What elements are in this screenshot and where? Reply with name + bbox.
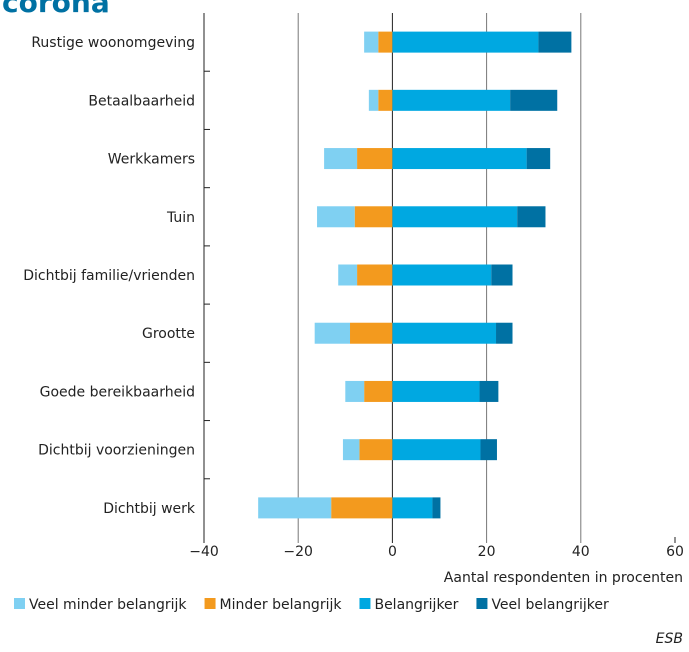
bar-segment xyxy=(317,206,355,228)
bar-segment xyxy=(378,31,393,53)
bar-segment xyxy=(354,206,393,228)
legend-label: Veel minder belangrijk xyxy=(29,597,187,613)
bar-segment xyxy=(392,439,481,461)
bar-segment xyxy=(368,89,379,111)
x-tick-label: −40 xyxy=(189,544,219,560)
bar-segment xyxy=(338,264,358,286)
y-tick-label: Dichtbij voorzieningen xyxy=(38,443,195,459)
legend-swatch xyxy=(476,598,488,609)
bar-segment xyxy=(491,264,513,286)
y-tick-label: Betaalbaarheid xyxy=(88,93,195,109)
x-tick-label: 40 xyxy=(572,544,590,560)
bar-segment xyxy=(480,439,497,461)
bar-segment xyxy=(526,148,551,170)
bar-segment xyxy=(510,89,558,111)
bar-segment xyxy=(392,31,539,53)
bar-segment xyxy=(392,380,480,402)
legend-swatch xyxy=(204,598,216,609)
bar-segment xyxy=(331,497,393,519)
bar-segment xyxy=(496,322,513,344)
legend-label: Veel belangrijker xyxy=(491,597,609,613)
legend-swatch xyxy=(359,598,371,609)
legend-label: Belangrijker xyxy=(374,597,458,613)
bar-segment xyxy=(364,380,393,402)
bar-segment xyxy=(359,439,393,461)
bar-segment xyxy=(324,148,358,170)
bar-segment xyxy=(345,380,365,402)
bar-segment xyxy=(378,89,393,111)
x-tick-label: 0 xyxy=(388,544,397,560)
bar-segment xyxy=(392,89,511,111)
x-axis-label: Aantal respondenten in procenten xyxy=(444,570,683,586)
y-tick-label: Grootte xyxy=(142,326,195,342)
legend-swatch xyxy=(14,598,25,609)
bar-segment xyxy=(538,31,572,53)
bar-segment xyxy=(392,206,518,228)
bar-segment xyxy=(392,264,492,286)
legend-label: Minder belangrijk xyxy=(220,597,343,613)
bar-segment xyxy=(432,497,441,519)
bar-segment xyxy=(314,322,351,344)
bar-segment xyxy=(392,322,497,344)
bar-segment xyxy=(342,439,360,461)
bar-segment xyxy=(258,497,332,519)
bar-segment xyxy=(357,148,393,170)
y-tick-label: Dichtbij werk xyxy=(103,501,196,517)
y-tick-label: Werkkamers xyxy=(108,152,195,168)
bar-segment xyxy=(392,497,433,519)
bar-segment xyxy=(517,206,546,228)
chart-title: corona xyxy=(2,0,110,19)
y-tick-label: Goede bereikbaarheid xyxy=(40,384,195,400)
source: ESB xyxy=(656,631,683,647)
bar-segment xyxy=(479,380,499,402)
bar-segment xyxy=(357,264,393,286)
x-tick-label: −20 xyxy=(283,544,313,560)
bar-segment xyxy=(392,148,527,170)
y-tick-label: Rustige woonomgeving xyxy=(31,35,195,51)
y-tick-label: Dichtbij familie/vrienden xyxy=(23,268,195,284)
x-tick-label: 20 xyxy=(478,544,496,560)
bar-segment xyxy=(364,31,379,53)
x-tick-label: 60 xyxy=(666,544,684,560)
bar-segment xyxy=(350,322,393,344)
y-tick-label: Tuin xyxy=(166,210,195,226)
